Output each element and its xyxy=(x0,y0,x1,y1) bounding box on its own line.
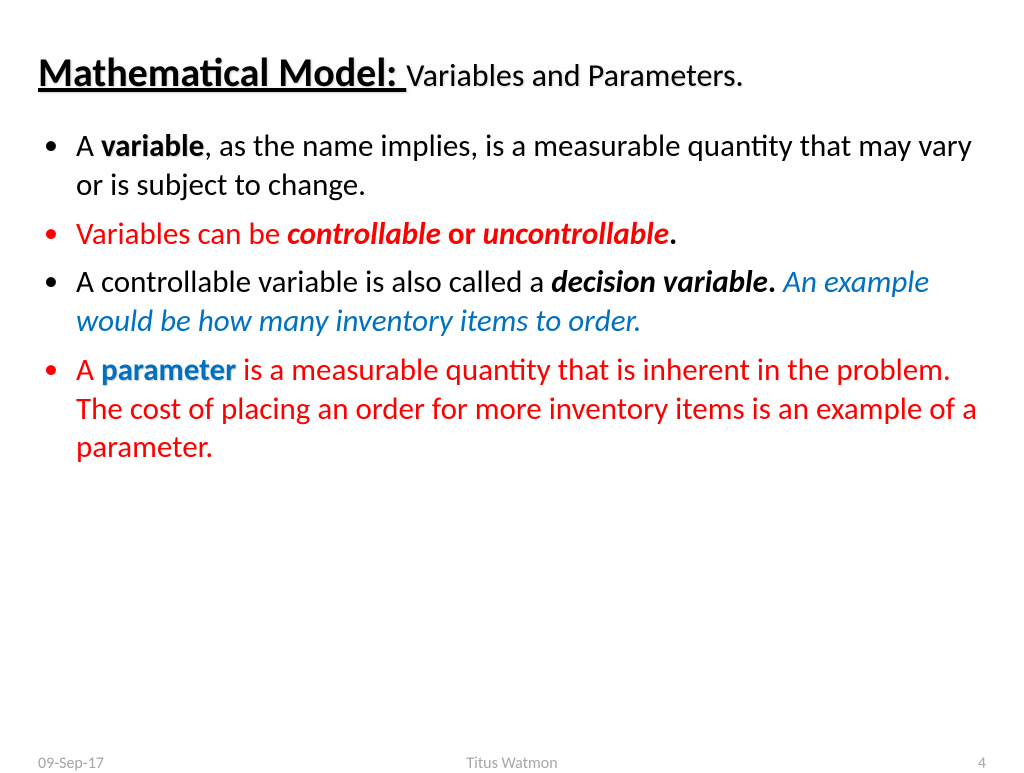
bullet-list: A variable, as the name implies, is a me… xyxy=(38,127,986,467)
slide-container: Mathematical Model: Variables and Parame… xyxy=(0,0,1024,768)
bullet-1-run-0: Variables can be xyxy=(76,215,287,253)
bullet-3-run-1: parameter xyxy=(101,351,236,389)
bullet-item-1: Variables can be controllable or uncontr… xyxy=(76,215,986,254)
title-main: Mathematical Model: xyxy=(38,48,406,97)
bullet-item-2: A controllable variable is also called a… xyxy=(76,263,986,341)
bullet-0-run-1: variable xyxy=(101,127,204,165)
footer-page: 4 xyxy=(978,754,986,773)
bullet-1-run-2: or xyxy=(441,215,483,253)
bullet-item-3: A parameter is a measurable quantity tha… xyxy=(76,351,986,467)
bullet-1-run-4: . xyxy=(669,215,677,253)
footer-date: 09-Sep-17 xyxy=(38,754,104,773)
footer-author: Titus Watmon xyxy=(466,754,557,773)
bullet-item-0: A variable, as the name implies, is a me… xyxy=(76,127,986,205)
title-sub: Variables and Parameters. xyxy=(406,56,743,95)
bullet-3-run-0: A xyxy=(76,351,101,389)
bullet-2-run-0: A controllable variable is also called a xyxy=(76,263,551,301)
slide-title: Mathematical Model: Variables and Parame… xyxy=(38,48,986,97)
bullet-1-run-3: uncontrollable xyxy=(483,215,669,253)
bullet-1-run-1: controllable xyxy=(287,215,441,253)
bullet-0-run-0: A xyxy=(76,127,101,165)
bullet-0-run-2: , as the name implies, is a measurable q… xyxy=(76,127,972,204)
bullet-2-run-2: . xyxy=(768,263,783,301)
bullet-2-run-1: decision variable xyxy=(551,263,768,301)
